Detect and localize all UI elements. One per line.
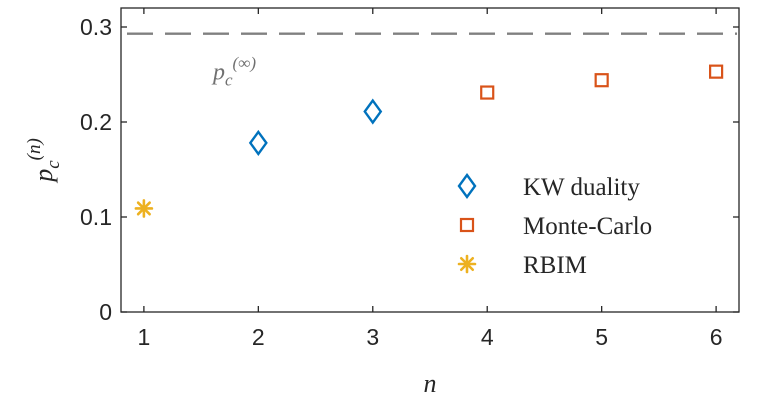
x-tick-label: 5 (595, 324, 608, 350)
x-tick-label: 3 (366, 324, 379, 350)
x-tick-label: 2 (252, 324, 265, 350)
y-axis-label: pc(n) (24, 138, 64, 184)
y-tick-label: 0.2 (80, 109, 112, 135)
y-label-base: p (29, 169, 58, 184)
legend-marker-asterisk (457, 254, 477, 274)
data-point-square (594, 73, 609, 88)
data-point-asterisk (134, 199, 154, 218)
legend-label: Monte-Carlo (523, 213, 652, 240)
axis-ticks (121, 8, 739, 313)
y-tick-labels: 0 0.1 0.2 0.3 (80, 14, 112, 325)
limit-reference-label: pc(∞) (211, 54, 256, 90)
y-tick-label: 0.3 (80, 14, 112, 40)
data-points (134, 64, 724, 218)
y-tick-label: 0 (99, 299, 112, 325)
data-point-square (709, 64, 724, 79)
x-tick-label: 4 (481, 324, 494, 350)
data-point-square (480, 85, 495, 100)
x-tick-labels: 1 2 3 4 5 6 (137, 324, 722, 350)
x-tick-label: 6 (710, 324, 723, 350)
ref-label-base: p (211, 60, 225, 86)
legend-label: KW duality (523, 174, 640, 201)
data-point-diamond (363, 98, 383, 125)
y-label-subscript: c (43, 160, 64, 169)
x-axis-label: n (424, 369, 437, 398)
x-tick-label: 1 (137, 324, 150, 350)
data-point-diamond (248, 129, 268, 156)
plot-area-frame (120, 7, 740, 313)
y-tick-label: 0.1 (80, 204, 112, 230)
legend-marker-square (459, 217, 475, 233)
y-label-superscript: (n) (24, 138, 45, 160)
ref-label-subscript: c (225, 71, 233, 90)
ref-label-superscript: (∞) (233, 54, 257, 73)
legend: KW duality Monte-Carlo RBIM (457, 172, 652, 279)
legend-marker-diamond (457, 172, 477, 200)
legend-label: RBIM (523, 252, 587, 279)
